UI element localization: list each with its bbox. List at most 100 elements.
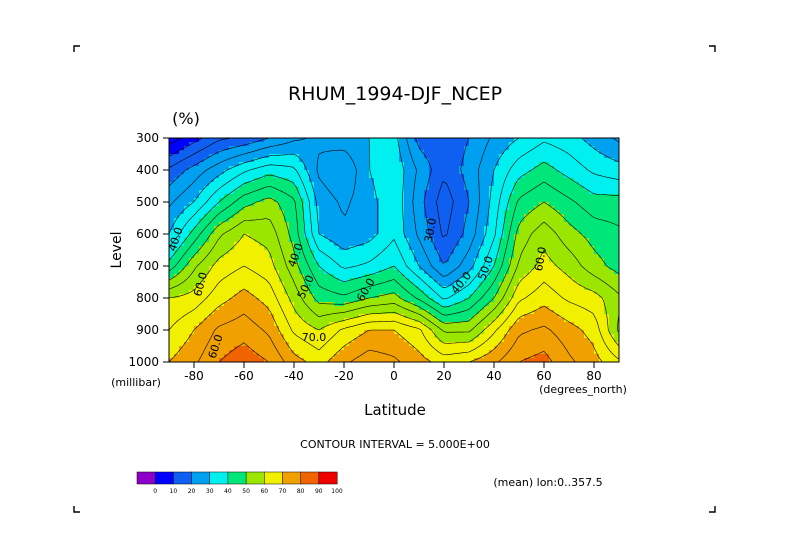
heatmap-cell (199, 282, 205, 287)
heatmap-cell (264, 302, 270, 307)
heatmap-cell (499, 166, 505, 171)
heatmap-cell (314, 318, 320, 323)
heatmap-cell (479, 314, 485, 319)
heatmap-cell (529, 258, 535, 263)
heatmap-cell (479, 278, 485, 283)
heatmap-cell (584, 322, 590, 327)
heatmap-cell (324, 166, 330, 171)
heatmap-cell (559, 282, 565, 287)
heatmap-cell (559, 278, 565, 283)
heatmap-cell (404, 326, 410, 331)
heatmap-cell (429, 222, 435, 227)
heatmap-cell (274, 186, 280, 191)
heatmap-cell (379, 274, 385, 279)
heatmap-cell (374, 170, 380, 175)
heatmap-cell (504, 246, 510, 251)
heatmap-cell (504, 162, 510, 167)
heatmap-cell (524, 270, 530, 275)
heatmap-cell (389, 338, 395, 343)
heatmap-cell (384, 314, 390, 319)
heatmap-cell (294, 358, 300, 363)
heatmap-cell (494, 270, 500, 275)
heatmap-cell (329, 294, 335, 299)
heatmap-cell (604, 170, 610, 175)
heatmap-cell (369, 294, 375, 299)
heatmap-cell (374, 242, 380, 247)
heatmap-cell (459, 198, 465, 203)
heatmap-cell (234, 286, 240, 291)
heatmap-cell (409, 346, 415, 351)
heatmap-cell (244, 226, 250, 231)
heatmap-cell (399, 210, 405, 215)
heatmap-cell (574, 238, 580, 243)
heatmap-cell (244, 338, 250, 343)
heatmap-cell (419, 182, 425, 187)
heatmap-cell (174, 226, 180, 231)
heatmap-cell (509, 302, 515, 307)
heatmap-cell (349, 210, 355, 215)
heatmap-cell (609, 226, 615, 231)
heatmap-cell (189, 214, 195, 219)
heatmap-cell (529, 194, 535, 199)
heatmap-cell (509, 270, 515, 275)
heatmap-cell (289, 354, 295, 359)
heatmap-cell (409, 314, 415, 319)
heatmap-cell (599, 262, 605, 267)
heatmap-cell (334, 150, 340, 155)
heatmap-cell (269, 234, 275, 239)
heatmap-cell (314, 190, 320, 195)
heatmap-cell (329, 234, 335, 239)
heatmap-cell (544, 234, 550, 239)
heatmap-cell (194, 190, 200, 195)
heatmap-cell (359, 238, 365, 243)
heatmap-cell (504, 278, 510, 283)
heatmap-cell (229, 154, 235, 159)
heatmap-cell (479, 226, 485, 231)
heatmap-cell (284, 298, 290, 303)
heatmap-cell (374, 290, 380, 295)
heatmap-cell (609, 198, 615, 203)
heatmap-cell (199, 314, 205, 319)
heatmap-cell (174, 142, 180, 147)
heatmap-cell (409, 166, 415, 171)
heatmap-cell (249, 226, 255, 231)
heatmap-cell (364, 298, 370, 303)
heatmap-cell (404, 274, 410, 279)
heatmap-cell (594, 258, 600, 263)
heatmap-cell (409, 238, 415, 243)
heatmap-cell (259, 358, 265, 363)
heatmap-cell (354, 254, 360, 259)
heatmap-cell (289, 162, 295, 167)
heatmap-cell (589, 298, 595, 303)
heatmap-cell (564, 238, 570, 243)
heatmap-cell (439, 314, 445, 319)
heatmap-cell (349, 258, 355, 263)
heatmap-cell (534, 222, 540, 227)
heatmap-cell (324, 246, 330, 251)
heatmap-cell (209, 346, 215, 351)
heatmap-cell (289, 270, 295, 275)
heatmap-cell (549, 214, 555, 219)
heatmap-cell (204, 330, 210, 335)
heatmap-cell (564, 250, 570, 255)
heatmap-cell (424, 290, 430, 295)
heatmap-cell (279, 314, 285, 319)
heatmap-cell (359, 274, 365, 279)
heatmap-cell (169, 334, 175, 339)
heatmap-cell (544, 166, 550, 171)
heatmap-cell (249, 210, 255, 215)
heatmap-cell (334, 142, 340, 147)
heatmap-cell (464, 162, 470, 167)
heatmap-cell (404, 318, 410, 323)
heatmap-cell (214, 294, 220, 299)
heatmap-cell (534, 182, 540, 187)
heatmap-cell (419, 178, 425, 183)
heatmap-cell (214, 346, 220, 351)
heatmap-cell (554, 270, 560, 275)
heatmap-cell (454, 254, 460, 259)
heatmap-cell (419, 238, 425, 243)
heatmap-cell (529, 326, 535, 331)
heatmap-cell (579, 150, 585, 155)
heatmap-cell (314, 210, 320, 215)
heatmap-cell (434, 262, 440, 267)
